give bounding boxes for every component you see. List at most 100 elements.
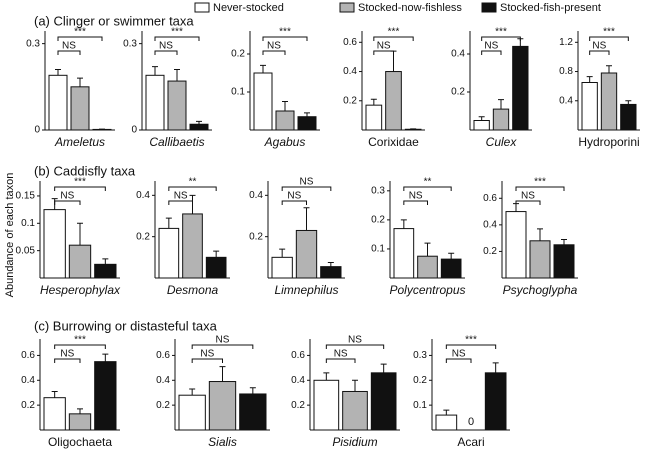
panel-title: Corixidae [368,135,419,149]
panel-title: Ameletus [54,135,105,149]
legend-label: Stocked-now-fishless [358,2,462,14]
panel-title: Culex [486,135,518,149]
y-tick-label: 0.6 [483,193,497,204]
y-tick-label: 0.1 [231,87,245,98]
error-bar [586,76,593,83]
y-tick-label: 0.2 [371,215,385,226]
bar [492,108,510,131]
panel-title: Callibaetis [149,135,204,149]
bracket [168,186,217,191]
bar [68,413,92,431]
legend-swatch [481,2,497,13]
y-tick-label: 0.3 [371,185,385,196]
error-bar [352,379,358,392]
error-bar [77,408,83,414]
error-bar [279,248,286,258]
error-bar [282,101,288,111]
significance: NS [267,41,281,52]
bar [484,372,507,431]
bar [440,258,462,279]
bar [553,244,575,279]
y-tick-label: 0.2 [291,400,305,411]
significance: NS [60,191,74,202]
y-tick-label: 0.6 [21,350,35,361]
panel-title: Polycentropus [389,283,465,297]
value-label: 0 [468,416,474,428]
significance: NS [592,41,606,52]
bar [370,372,397,431]
bar [182,213,203,279]
significance: ** [424,177,432,188]
bracket [481,36,521,41]
bracket [403,200,428,205]
significance: NS [409,191,423,202]
significance: NS [287,191,301,202]
bar [239,393,267,431]
y-tick-label: 0.4 [483,219,497,230]
panel-title: Hydroporini [578,135,639,149]
significance: *** [465,335,477,346]
significance: *** [171,27,183,38]
y-tick-label: 0.05 [16,245,36,256]
bracket [403,186,452,191]
significance: NS [62,41,76,52]
error-bar [196,120,202,125]
bar [620,103,637,131]
bracket [515,200,541,205]
significance: NS [174,191,188,202]
bar [385,71,402,131]
panel-title: Pisidium [332,435,377,449]
bar [70,86,90,131]
legend-label: Stocked-fish-present [500,2,601,14]
error-bar [400,219,407,229]
error-bar [165,217,172,229]
bar [48,74,68,131]
y-tick-label: 0.15 [16,191,36,202]
bracket [54,344,106,349]
bar [600,72,618,131]
bracket [373,36,414,41]
panel-title: Hesperophylax [40,283,121,297]
panel-title: Agabus [264,135,306,149]
y-tick-label: 0.8 [559,66,573,77]
bar [295,229,318,279]
error-bar [51,390,58,398]
error-bar [370,98,377,106]
bar [94,263,117,279]
bracket [445,344,497,349]
bar [435,414,458,431]
error-bar [189,388,196,396]
y-tick-label: 0.4 [136,190,150,201]
error-bar [55,69,61,76]
bar [145,74,165,131]
bar [189,123,209,131]
y-tick-label: 0.1 [371,244,385,255]
y-tick-label: 0.1 [413,400,427,411]
bar [253,72,273,131]
bar [529,240,551,279]
bar [167,80,187,131]
y-tick-label: 0.3 [26,38,40,49]
error-bar [77,222,83,246]
bar [393,228,415,279]
bar [68,244,92,279]
error-bar [606,65,612,73]
significance: NS [334,349,348,360]
error-bar [152,66,158,76]
legend-swatch [339,2,355,13]
legend-swatch [194,2,210,13]
bar [297,116,317,131]
significance: *** [279,27,291,38]
error-bar [537,228,543,241]
error-bar [219,366,226,382]
error-bar [102,353,109,362]
significance: NS [200,349,214,360]
bracket [281,200,307,205]
panel-title: Limnephilus [274,283,338,297]
error-bar [102,258,109,265]
bar [365,104,383,131]
bar [404,128,422,131]
bracket [325,344,385,349]
y-tick-label: 0.4 [343,66,357,77]
bracket [325,358,356,363]
